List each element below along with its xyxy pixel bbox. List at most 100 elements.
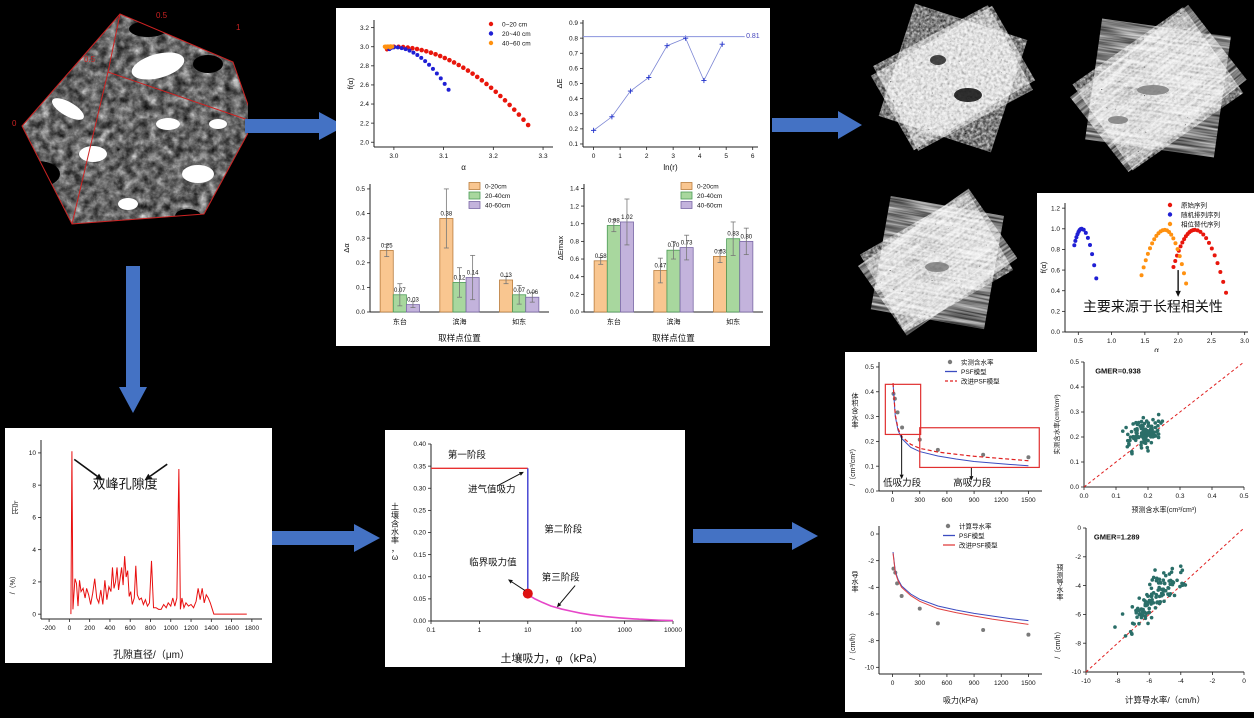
chart-bar-dalpha: 0.00.10.20.30.40.5取样点位置Δα东台0.250.070.03滨… [342,182,549,343]
svg-text:随机排列序列: 随机排列序列 [1181,210,1220,219]
svg-text:0.40: 0.40 [413,441,426,448]
svg-text:0.05: 0.05 [413,596,426,603]
svg-text:土: 土 [391,502,399,512]
svg-text:率: 率 [1057,592,1064,601]
svg-text:0.4: 0.4 [1051,288,1060,295]
svg-text:3: 3 [671,153,675,160]
svg-text:-6: -6 [1146,678,1152,685]
svg-text:PSF模型: PSF模型 [961,367,987,376]
svg-text:-200: -200 [43,625,56,632]
svg-text:-8: -8 [1115,678,1121,685]
svg-text:300: 300 [914,497,925,504]
svg-text:-4: -4 [868,585,874,592]
svg-text:计算导水率: 计算导水率 [959,522,992,531]
svg-text:3.2: 3.2 [489,153,498,160]
svg-text:孔隙直径/（μm）: 孔隙直径/（μm） [113,648,190,661]
svg-text:低吸力段: 低吸力段 [883,477,922,489]
svg-text:100: 100 [571,627,582,634]
svg-text:600: 600 [941,680,952,687]
svg-text:4: 4 [32,547,36,554]
svg-text:10: 10 [29,450,37,457]
svg-text:-2: -2 [868,558,874,565]
svg-text:GMER=1.289: GMER=1.289 [1094,533,1140,542]
svg-text:如东: 如东 [726,317,740,326]
svg-text:0.6: 0.6 [1051,267,1060,274]
svg-text:0.4: 0.4 [570,274,579,281]
svg-text:0.5: 0.5 [569,81,578,88]
ct-label-3: 0 [12,119,17,128]
svg-text:0.80: 0.80 [740,234,752,240]
svg-text:20-40cm: 20-40cm [485,193,510,200]
chart-bar-dEmax: 0.0 0.2 0.4 0.6 0.8 1.0 1.2 1.4 取样点位置 ΔEmax 东台 0.58… [556,182,763,343]
svg-text:400: 400 [105,625,116,632]
svg-text:2.8: 2.8 [360,63,369,70]
flow-arrow-ct-to-analysis [245,112,345,140]
svg-text:-10: -10 [865,665,875,672]
svg-text:0.1: 0.1 [1111,493,1120,500]
svg-text:40-60cm: 40-60cm [697,203,722,210]
svg-text:1.02: 1.02 [621,215,633,221]
svg-text:0.2: 0.2 [1051,309,1060,316]
svg-text:取样点位置: 取样点位置 [438,333,481,343]
svg-text:20-40cm: 20-40cm [697,193,722,200]
svg-text:40-60cm: 40-60cm [485,203,510,210]
svg-text:积: 积 [852,399,859,408]
svg-text:0.25: 0.25 [413,508,426,515]
svg-text:测: 测 [1057,571,1064,579]
svg-text:水: 水 [1057,585,1064,594]
svg-text:0.2: 0.2 [1143,493,1152,500]
svg-text:0: 0 [68,625,72,632]
chart-gmer-water-content: 0.0 0.1 0.2 0.3 0.4 0.5 0.0 0.1 0.2 0.3 0.4 0.5 预测含水… [1052,359,1249,514]
svg-text:0.4: 0.4 [356,211,365,218]
svg-text:0.70: 0.70 [668,243,680,249]
svg-text:-4: -4 [1178,678,1184,685]
svg-text:1.4: 1.4 [570,186,579,193]
svg-text:0.2: 0.2 [865,439,874,446]
svg-text:0: 0 [592,153,596,160]
svg-text:1.0: 1.0 [1051,226,1060,233]
svg-text:改进PSF模型: 改进PSF模型 [961,377,1000,386]
svg-text:20~40 cm: 20~40 cm [502,31,531,38]
svg-text:800: 800 [145,625,156,632]
svg-text:3.2: 3.2 [360,25,369,32]
svg-text:ΔEmax: ΔEmax [556,236,565,260]
svg-text:0.4: 0.4 [1070,384,1079,391]
svg-text:900: 900 [969,497,980,504]
svg-text:1.2: 1.2 [1051,205,1060,212]
svg-text:0.0: 0.0 [1079,493,1088,500]
svg-text:8: 8 [32,482,36,489]
svg-text:0.0: 0.0 [1051,329,1060,336]
svg-text:水: 水 [852,577,859,586]
svg-text:0.0: 0.0 [570,309,579,316]
panel-pore-distribution: -200 0 200 400 600 800 1000 1200 1400 1600 1800 0 2 4… [5,428,272,663]
svg-text:3.0: 3.0 [389,153,398,160]
svg-text:α: α [461,163,466,172]
svg-text:1500: 1500 [1021,680,1036,687]
flow-arrow-ct-to-pores [119,266,147,413]
svg-text:0.10: 0.10 [413,574,426,581]
svg-text:0.83: 0.83 [727,232,739,238]
svg-text:0.73: 0.73 [681,241,693,247]
svg-text:GMER=0.938: GMER=0.938 [1095,366,1141,375]
svg-text:3.3: 3.3 [539,153,548,160]
svg-text:4: 4 [698,153,702,160]
svg-text:吸力(kPa): 吸力(kPa) [943,695,978,705]
svg-text:计算导水率/（cm/h）: 计算导水率/（cm/h） [1125,695,1205,705]
svg-text:0.3: 0.3 [1070,409,1079,416]
svg-text:0-20cm: 0-20cm [485,184,507,191]
svg-text:1800: 1800 [245,625,260,632]
svg-text:ΔE: ΔE [555,78,564,88]
svg-text:-8: -8 [1075,640,1081,647]
svg-text:300: 300 [914,680,925,687]
svg-text:主要来源于长程相关性: 主要来源于长程相关性 [1083,298,1223,314]
svg-text:ln(r): ln(r) [663,163,678,172]
flow-arrow-swrc-to-models [693,522,818,550]
svg-text:东台: 东台 [393,317,407,326]
svg-text:0.1: 0.1 [426,627,435,634]
svg-text:1500: 1500 [1021,497,1036,504]
svg-text:1.5: 1.5 [1140,338,1149,345]
svg-text:0.2: 0.2 [356,260,365,267]
svg-text:0.8: 0.8 [1051,247,1060,254]
svg-text:改进PSF模型: 改进PSF模型 [959,541,998,550]
chart-gmer-conductivity: -10 -8 -6 -4 -2 0 0 -2 -4 -6 -8 -10 计算导水率/（cm/h） 预测导水… [1054,525,1246,705]
